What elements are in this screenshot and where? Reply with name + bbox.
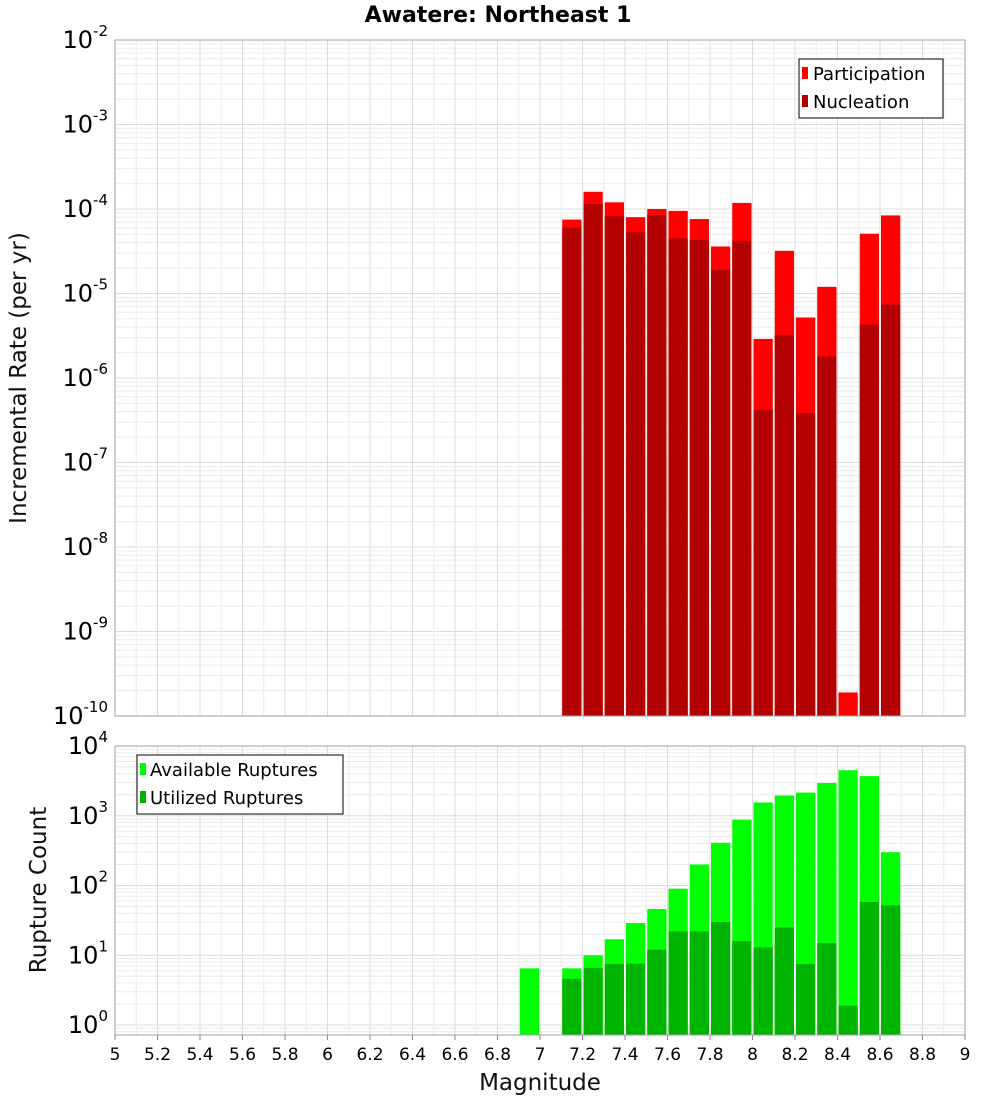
utilized-bar (817, 943, 837, 1035)
participation-bar (838, 692, 858, 716)
legend-swatch-participation (802, 67, 808, 79)
x-tick-label: 6.8 (484, 1045, 511, 1065)
rate-plot-bars (562, 191, 901, 717)
count-legend-box (136, 754, 344, 815)
nucleation-bar (774, 335, 794, 716)
x-tick-label: 6.4 (399, 1045, 426, 1065)
nucleation-bar (647, 214, 667, 716)
y-tick-label: 10-8 (62, 529, 108, 561)
legend-label-nucleation: Nucleation (813, 92, 909, 113)
x-tick-label: 9 (960, 1045, 971, 1065)
x-tick-label: 8.4 (824, 1045, 851, 1065)
y-tick-label: 101 (68, 937, 108, 969)
rate-legend-box (798, 58, 944, 119)
count-plot-x-ticks: 5 5.2 5.4 5.6 5.8 6 6.2 6.4 6.6 6.8 7 7.2 7.4 7.6 7.8 8… (110, 1035, 971, 1065)
utilized-bar (796, 964, 816, 1035)
nucleation-bar (753, 409, 773, 716)
y-tick-label: 104 (68, 728, 108, 760)
utilized-bar (668, 931, 688, 1035)
utilized-bar (583, 967, 603, 1035)
legend-label-available: Available Ruptures (150, 760, 318, 781)
x-tick-label: 8.6 (866, 1045, 893, 1065)
available-bar (519, 968, 539, 1035)
x-tick-label: 6 (322, 1045, 333, 1065)
x-tick-label: 8.8 (909, 1045, 936, 1065)
utilized-bar (774, 927, 794, 1035)
nucleation-bar (817, 356, 837, 716)
nucleation-bar (859, 324, 879, 716)
nucleation-bar (711, 269, 731, 716)
count-plot: 100 101 102 103 104 5 5.2 5.4 5.6 5.8 6 6.2 6.4 6.6 6… (26, 728, 970, 1096)
nucleation-bar (881, 304, 901, 716)
nucleation-bar (604, 216, 624, 717)
x-tick-label: 7.8 (696, 1045, 723, 1065)
utilized-bar (732, 941, 752, 1035)
count-plot-y-axis-label: Rupture Count (26, 807, 52, 973)
x-tick-label: 5.4 (186, 1045, 213, 1065)
x-tick-label: 5.6 (229, 1045, 256, 1065)
y-tick-label: 10-4 (62, 191, 108, 223)
rate-plot-grid (114, 39, 966, 717)
x-tick-label: 5.2 (144, 1045, 171, 1065)
legend-swatch-available (140, 763, 146, 775)
utilized-bar (604, 964, 624, 1035)
nucleation-bar (732, 240, 752, 716)
nucleation-bar (583, 203, 603, 716)
y-tick-label: 10-9 (62, 614, 108, 646)
utilized-bar (711, 922, 731, 1035)
count-plot-y-ticks: 100 101 102 103 104 (68, 728, 108, 1039)
y-tick-label: 10-3 (62, 107, 108, 139)
y-tick-label: 10-2 (62, 22, 108, 54)
y-tick-label: 10-10 (53, 698, 108, 730)
x-tick-label: 6.6 (441, 1045, 468, 1065)
nucleation-bar (562, 227, 582, 716)
x-tick-label: 7 (535, 1045, 546, 1065)
legend-swatch-nucleation (802, 95, 808, 107)
rate-plot-y-ticks: 10-10 10-9 10-8 10-7 10-6 10-5 10-4 10-3 10-2 (53, 22, 108, 730)
y-tick-label: 102 (68, 868, 108, 900)
x-tick-label: 6.2 (356, 1045, 383, 1065)
x-tick-label: 7.2 (569, 1045, 596, 1065)
x-tick-label: 8 (747, 1045, 758, 1065)
y-tick-label: 10-7 (62, 445, 108, 477)
x-tick-label: 5 (110, 1045, 121, 1065)
chart-title: Awatere: Northeast 1 (365, 3, 632, 28)
x-tick-label: 5.8 (271, 1045, 298, 1065)
rate-plot-y-axis-label: Incremental Rate (per yr) (6, 232, 32, 524)
y-tick-label: 100 (68, 1007, 108, 1039)
x-tick-label: 8.2 (781, 1045, 808, 1065)
utilized-bar (881, 905, 901, 1035)
utilized-bar (647, 949, 667, 1035)
legend-label-utilized: Utilized Ruptures (150, 788, 303, 809)
utilized-bar (838, 1005, 858, 1035)
available-bar (838, 770, 858, 1035)
y-tick-label: 10-5 (62, 276, 108, 308)
nucleation-bar (626, 232, 646, 716)
x-axis-label: Magnitude (479, 1070, 601, 1096)
rate-plot-frame (114, 39, 966, 717)
count-plot-legend: Available Ruptures Utilized Ruptures (136, 754, 344, 815)
x-tick-label: 7.4 (611, 1045, 638, 1065)
y-tick-label: 10-6 (62, 360, 108, 392)
legend-swatch-utilized (140, 791, 146, 803)
rate-plot: 10-10 10-9 10-8 10-7 10-6 10-5 10-4 10-3 10-2 In… (6, 22, 966, 730)
utilized-bar (626, 963, 646, 1035)
count-plot-bars (519, 770, 901, 1035)
y-tick-label: 103 (68, 798, 108, 830)
utilized-bar (689, 931, 709, 1035)
nucleation-bar (689, 239, 709, 716)
nucleation-bar (796, 413, 816, 716)
rate-plot-legend: Participation Nucleation (798, 58, 944, 119)
utilized-bar (859, 902, 879, 1035)
x-tick-label: 7.6 (654, 1045, 681, 1065)
nucleation-bar (668, 238, 688, 717)
utilized-bar (562, 978, 582, 1035)
utilized-bar (753, 947, 773, 1035)
legend-label-participation: Participation (813, 64, 925, 85)
